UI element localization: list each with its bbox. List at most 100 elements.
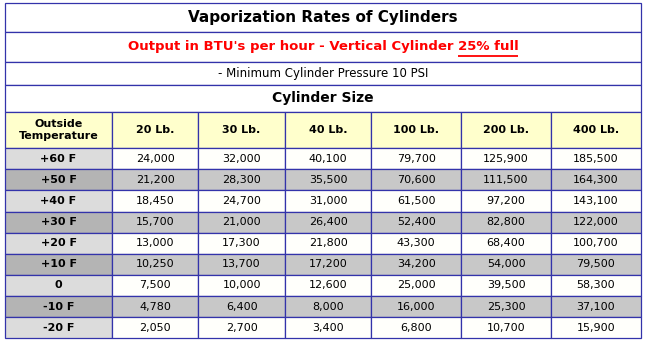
Text: 12,600: 12,600 [309, 281, 348, 291]
Text: +30 F: +30 F [41, 217, 76, 227]
Bar [112, 112, 198, 148]
Text: Output in BTU's per hour - Vertical Cylinder 25% full: Output in BTU's per hour - Vertical Cyli… [128, 41, 518, 54]
Text: Vaporization Rates of Cylinders: Vaporization Rates of Cylinders [188, 10, 458, 25]
Bar [5, 85, 641, 112]
Bar [285, 275, 371, 296]
Text: 10,250: 10,250 [136, 260, 174, 269]
Bar [551, 233, 641, 254]
Bar [461, 190, 551, 211]
Bar [371, 169, 461, 190]
Bar [461, 233, 551, 254]
Bar [285, 190, 371, 211]
Bar [551, 190, 641, 211]
Bar [461, 254, 551, 275]
Text: 82,800: 82,800 [486, 217, 525, 227]
Bar [371, 296, 461, 317]
Bar [112, 169, 198, 190]
Text: 39,500: 39,500 [486, 281, 525, 291]
Bar [198, 190, 285, 211]
Text: 28,300: 28,300 [222, 175, 261, 185]
Bar [461, 296, 551, 317]
Text: 68,400: 68,400 [486, 238, 525, 248]
Text: 6,400: 6,400 [226, 301, 257, 312]
Text: 37,100: 37,100 [577, 301, 615, 312]
Text: 17,200: 17,200 [309, 260, 348, 269]
Bar [461, 148, 551, 169]
Text: 122,000: 122,000 [573, 217, 619, 227]
Text: 70,600: 70,600 [397, 175, 435, 185]
Bar [371, 275, 461, 296]
Text: 79,500: 79,500 [576, 260, 615, 269]
Bar [5, 3, 641, 32]
Bar [5, 317, 112, 338]
Bar [371, 190, 461, 211]
Text: 54,000: 54,000 [486, 260, 525, 269]
Bar [5, 233, 112, 254]
Bar [461, 317, 551, 338]
Text: 10,700: 10,700 [486, 323, 525, 333]
Bar [371, 112, 461, 148]
Text: 15,900: 15,900 [577, 323, 615, 333]
Bar [198, 169, 285, 190]
Text: 26,400: 26,400 [309, 217, 348, 227]
Text: -10 F: -10 F [43, 301, 74, 312]
Bar [285, 254, 371, 275]
Text: 21,000: 21,000 [222, 217, 261, 227]
Bar [198, 254, 285, 275]
Bar [551, 112, 641, 148]
Bar [371, 233, 461, 254]
Text: Cylinder Size: Cylinder Size [272, 91, 374, 105]
Bar [198, 317, 285, 338]
Text: 3,400: 3,400 [312, 323, 344, 333]
Bar [198, 275, 285, 296]
Bar [371, 211, 461, 233]
Text: 185,500: 185,500 [573, 154, 619, 164]
Text: 30 Lb.: 30 Lb. [222, 125, 261, 135]
Bar [551, 275, 641, 296]
Bar [112, 296, 198, 317]
Bar [285, 112, 371, 148]
Bar [112, 254, 198, 275]
Text: +20 F: +20 F [41, 238, 76, 248]
Bar [461, 169, 551, 190]
Bar [5, 148, 112, 169]
Bar [5, 32, 641, 62]
Bar [5, 275, 112, 296]
Text: 17,300: 17,300 [222, 238, 261, 248]
Text: +50 F: +50 F [41, 175, 76, 185]
Text: 32,000: 32,000 [222, 154, 261, 164]
Text: 4,780: 4,780 [139, 301, 171, 312]
Bar [112, 190, 198, 211]
Bar [112, 148, 198, 169]
Text: 21,200: 21,200 [136, 175, 174, 185]
Bar [5, 169, 112, 190]
Bar [198, 233, 285, 254]
Text: +60 F: +60 F [41, 154, 77, 164]
Text: 2,700: 2,700 [225, 323, 258, 333]
Bar [285, 169, 371, 190]
Bar [551, 254, 641, 275]
Bar [198, 296, 285, 317]
Text: +40 F: +40 F [41, 196, 77, 206]
Bar [551, 169, 641, 190]
Bar [5, 112, 112, 148]
Bar [551, 211, 641, 233]
Bar [112, 317, 198, 338]
Text: 6,800: 6,800 [401, 323, 432, 333]
Text: 61,500: 61,500 [397, 196, 435, 206]
Bar [5, 254, 112, 275]
Text: 24,700: 24,700 [222, 196, 261, 206]
Bar [285, 317, 371, 338]
Text: 52,400: 52,400 [397, 217, 435, 227]
Text: 164,300: 164,300 [573, 175, 619, 185]
Bar [285, 296, 371, 317]
Text: 100 Lb.: 100 Lb. [393, 125, 439, 135]
Text: 100,700: 100,700 [573, 238, 619, 248]
Bar [551, 317, 641, 338]
Text: 40 Lb.: 40 Lb. [309, 125, 348, 135]
Text: -20 F: -20 F [43, 323, 74, 333]
Text: 43,300: 43,300 [397, 238, 435, 248]
Text: 125,900: 125,900 [483, 154, 529, 164]
Bar [461, 112, 551, 148]
Bar [551, 148, 641, 169]
